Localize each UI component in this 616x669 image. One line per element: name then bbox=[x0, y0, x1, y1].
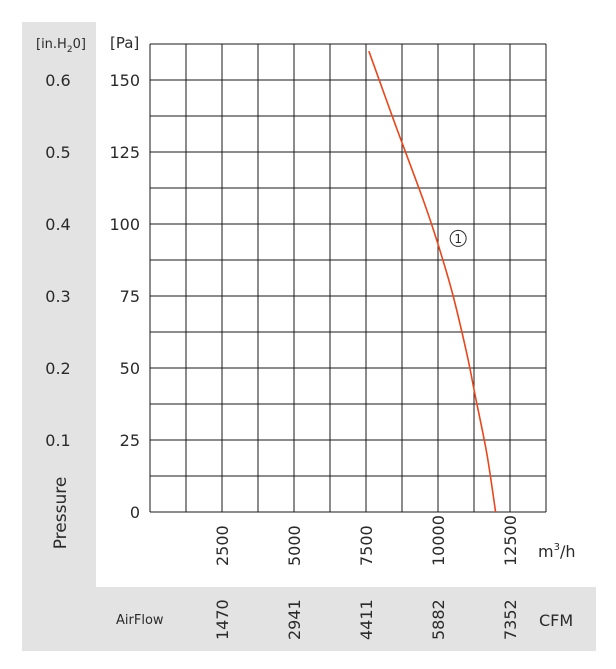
series-marker-label: 1 bbox=[454, 232, 462, 246]
cfm-tick-label: 1470 bbox=[213, 599, 232, 640]
y-axis-title: Pressure bbox=[51, 477, 71, 550]
cfm-axis-ticks: 1470 2941 4411 5882 7352 bbox=[213, 599, 520, 640]
plot-grid bbox=[149, 43, 547, 513]
left-axis-tick-label: 0.4 bbox=[45, 215, 70, 234]
cfm-tick-label: 4411 bbox=[357, 599, 376, 640]
x-axis-tick-label: 10000 bbox=[429, 515, 448, 566]
cfm-unit: CFM bbox=[539, 611, 573, 630]
series-curve bbox=[368, 50, 497, 513]
cfm-tick-label: 2941 bbox=[285, 599, 304, 640]
x-axis-ticks: 2500 5000 7500 10000 12500 bbox=[213, 515, 520, 566]
x-axis-tick-label: 5000 bbox=[285, 525, 304, 566]
airflow-label: AirFlow bbox=[116, 613, 164, 628]
y-axis-ticks: 0 25 50 75 100 125 150 bbox=[109, 71, 140, 522]
x-axis-tick-label: 2500 bbox=[213, 525, 232, 566]
left-axis-tick-label: 0.3 bbox=[45, 287, 70, 306]
cfm-tick-label: 7352 bbox=[501, 599, 520, 640]
x-axis-unit: m3/h bbox=[538, 542, 576, 561]
y-axis-tick-label: 125 bbox=[109, 143, 140, 162]
y-axis-tick-label: 150 bbox=[109, 71, 140, 90]
left-axis-unit: [in.H20] bbox=[36, 37, 86, 55]
y-axis-unit: [Pa] bbox=[110, 34, 139, 52]
y-axis-tick-label: 50 bbox=[120, 359, 140, 378]
series-layer: 1 bbox=[368, 50, 497, 513]
left-axis-tick-label: 0.2 bbox=[45, 359, 70, 378]
left-axis-tick-label: 0.6 bbox=[45, 71, 70, 90]
bottom-panel bbox=[22, 587, 596, 651]
left-axis-tick-label: 0.1 bbox=[45, 431, 70, 450]
y-axis-tick-label: 75 bbox=[120, 287, 140, 306]
left-panel bbox=[22, 22, 96, 587]
series-marker-circle bbox=[449, 229, 467, 247]
left-axis-tick-label: 0.5 bbox=[45, 143, 70, 162]
x-axis-tick-label: 7500 bbox=[357, 525, 376, 566]
cfm-tick-label: 5882 bbox=[429, 599, 448, 640]
y-axis-tick-label: 25 bbox=[120, 431, 140, 450]
left-axis-ticks: 0.6 0.5 0.4 0.3 0.2 0.1 bbox=[45, 71, 70, 450]
y-axis-tick-label: 0 bbox=[130, 503, 140, 522]
y-axis-tick-label: 100 bbox=[109, 215, 140, 234]
x-axis-tick-label: 12500 bbox=[501, 515, 520, 566]
